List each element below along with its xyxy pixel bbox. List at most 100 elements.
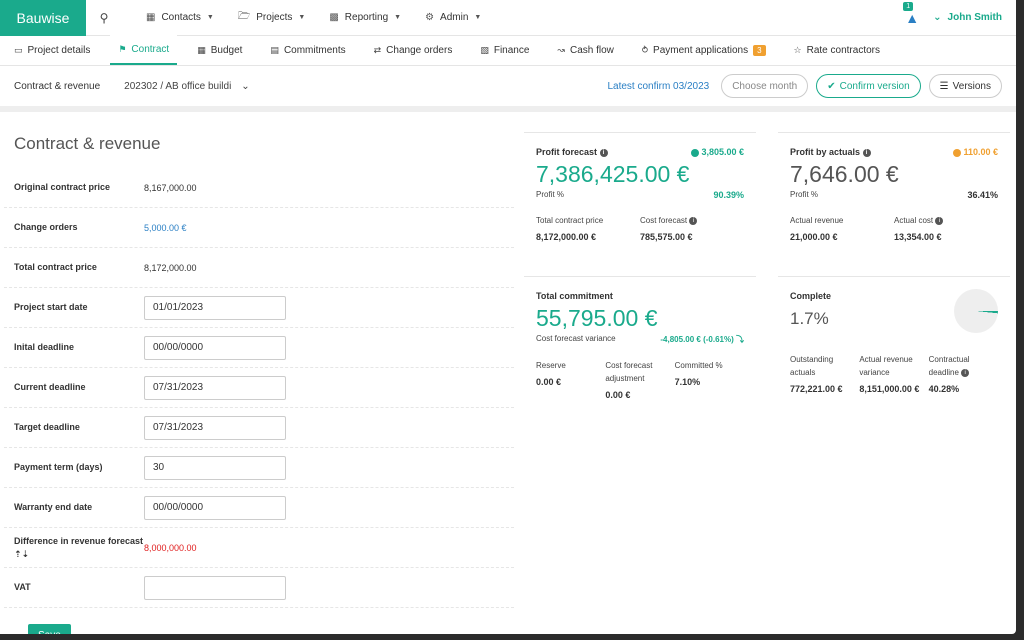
confirm-version-button[interactable]: ✔ Confirm version	[816, 74, 921, 98]
form-row-vat: VAT	[4, 568, 514, 608]
search-icon[interactable]: ⚲	[99, 10, 109, 25]
profit-forecast-amount: 7,386,425.00 €	[536, 161, 690, 187]
stat-value: 0.00 €	[605, 390, 631, 400]
field-label: Current deadline	[14, 382, 86, 392]
calculator-icon: ▦	[197, 44, 206, 55]
tab-label: Contract	[131, 43, 170, 55]
project-select-value: 202302 / AB office buildi	[124, 80, 232, 92]
stat-label: Actual revenue variance	[859, 355, 913, 377]
stat-label: Actual cost	[894, 216, 934, 225]
monitor-icon: ▭	[14, 44, 23, 55]
brand-logo[interactable]: Bauwise	[0, 0, 86, 36]
current-deadline-input[interactable]: 07/31/2023	[144, 375, 286, 400]
stat-label: Reserve	[536, 361, 566, 370]
complete-pct: 1.7%	[790, 309, 829, 328]
total-price-value: 8,172,000.00	[144, 262, 197, 273]
form-row-current-deadline: Current deadline 07/31/2023	[4, 368, 514, 408]
warranty-end-input[interactable]: 00/00/0000	[144, 495, 286, 520]
tab-change-orders[interactable]: ⇄ Change orders	[366, 35, 461, 65]
stat-value: 0.00 €	[536, 377, 562, 387]
stat-value: 21,000.00 €	[790, 232, 838, 242]
contract-form: Contract & revenue Original contract pri…	[4, 124, 514, 634]
profit-forecast-delta: 3,805.00 €	[701, 147, 744, 157]
field-label: Original contract price	[14, 182, 111, 192]
bell-icon: ▲	[905, 9, 920, 26]
profit-pct-label: Profit %	[536, 190, 565, 199]
stat-label: Cost forecast adjustment	[605, 361, 653, 383]
info-icon[interactable]: i	[689, 216, 698, 225]
stat-value: 8,172,000.00 €	[536, 232, 597, 242]
panel-title: Profit by actuals	[790, 147, 861, 157]
nav-contacts[interactable]: ▦ Contacts ▼	[146, 12, 214, 23]
tab-contract[interactable]: ⚑ Contract	[110, 35, 178, 65]
count-badge: 3	[753, 44, 766, 56]
initial-deadline-input[interactable]: 00/00/0000	[144, 335, 286, 360]
project-select[interactable]: 202302 / AB office buildi ⌄	[124, 81, 250, 92]
folder-icon: 🗁	[237, 11, 251, 22]
stat-value: 40.28%	[928, 384, 960, 394]
form-row-total-price: Total contract price 8,172,000.00	[4, 248, 514, 288]
profit-actuals-delta: 110.00 €	[963, 147, 998, 157]
field-label: Total contract price	[14, 262, 97, 272]
info-icon[interactable]: i	[862, 148, 871, 157]
vat-input[interactable]	[144, 575, 286, 600]
field-label: VAT	[14, 582, 31, 592]
tab-label: Payment applications	[653, 44, 749, 56]
save-button[interactable]: Save	[28, 624, 71, 634]
tab-label: Change orders	[386, 44, 453, 56]
confirm-version-label: Confirm version	[839, 80, 910, 92]
stat-label: Cost forecast	[640, 216, 688, 225]
tab-commitments[interactable]: ▤ Commitments	[262, 35, 353, 65]
field-label: Change orders	[14, 222, 78, 232]
form-row-payment-term: Payment term (days) 30	[4, 448, 514, 488]
tab-budget[interactable]: ▦ Budget	[189, 35, 250, 65]
latest-confirm-link[interactable]: Latest confirm 03/2023	[607, 80, 710, 92]
tab-cash-flow[interactable]: ↝ Cash flow	[549, 35, 621, 65]
nav-projects[interactable]: 🗁 Projects ▼	[238, 9, 305, 26]
profit-pct-value: 90.39%	[713, 190, 744, 200]
target-deadline-input[interactable]: 07/31/2023	[144, 415, 286, 440]
tab-finance[interactable]: ▧ Finance	[472, 35, 537, 65]
form-row-target-deadline: Target deadline 07/31/2023	[4, 408, 514, 448]
profit-pct-value: 36.41%	[967, 190, 998, 200]
notification-count: 1	[903, 1, 914, 11]
stat-value: 785,575.00 €	[640, 232, 693, 242]
chevron-down-icon: ▼	[474, 14, 482, 21]
stat-label: Outstanding actuals	[790, 355, 834, 377]
bar-chart-icon: ▩	[329, 12, 339, 23]
tab-rate-contractors[interactable]: ☆ Rate contractors	[786, 35, 888, 65]
chevron-down-icon: ⌄	[933, 12, 942, 23]
change-orders-link[interactable]: 5,000.00 €	[144, 222, 187, 233]
tab-payment-applications[interactable]: ⥁ Payment applications 3	[634, 35, 774, 65]
nav-reporting[interactable]: ▩ Reporting ▼	[329, 12, 401, 23]
variance-value: -4,805.00 € (-0.61%) ⤵	[660, 335, 744, 344]
stat-label: Contractual deadline	[928, 355, 970, 377]
archive-icon: ▤	[270, 44, 279, 55]
profit-actuals-amount: 7,646.00 €	[790, 161, 899, 187]
user-name: John Smith	[947, 12, 1002, 23]
tab-label: Commitments	[283, 44, 346, 56]
month-picker[interactable]: Choose month	[721, 74, 809, 98]
versions-button[interactable]: ☰ Versions	[928, 74, 1002, 98]
stat-value: 8,151,000.00 €	[859, 384, 920, 394]
info-icon[interactable]: i	[935, 216, 944, 225]
nav-admin-label: Admin	[440, 12, 469, 23]
form-row-change-orders: Change orders 5,000.00 €	[4, 208, 514, 248]
check-icon: ✔	[827, 80, 836, 92]
user-menu[interactable]: ⌄ John Smith	[933, 12, 1002, 23]
info-icon[interactable]: i	[961, 368, 970, 377]
payment-term-input[interactable]: 30	[144, 455, 286, 480]
start-date-input[interactable]: 01/01/2023	[144, 295, 286, 320]
info-icon: i	[690, 148, 699, 157]
nav-reporting-label: Reporting	[344, 12, 389, 23]
nav-admin[interactable]: ⚙ Admin ▼	[425, 12, 481, 23]
nav-projects-label: Projects	[256, 12, 293, 23]
tab-project-details[interactable]: ▭ Project details	[6, 35, 98, 65]
total-commitment-panel: Total commitment 55,795.00 € Cost foreca…	[524, 276, 756, 426]
notification-bell[interactable]: ▲ 1	[903, 1, 920, 26]
info-icon: i	[952, 148, 961, 157]
main-content: Contract & revenue Original contract pri…	[0, 118, 1016, 634]
info-icon[interactable]: i	[599, 148, 608, 157]
nav-contacts-label: Contacts	[161, 12, 201, 23]
